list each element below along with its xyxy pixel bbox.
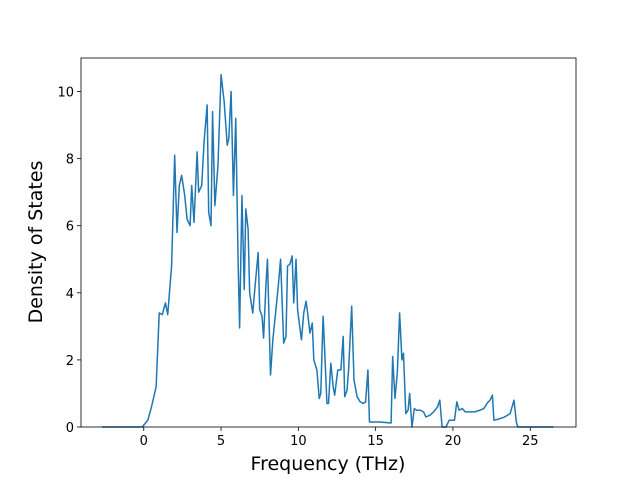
y-axis-label: Density of States	[25, 161, 47, 324]
x-tick-label: 5	[217, 434, 225, 449]
y-tick-label: 10	[57, 86, 74, 101]
x-tick-label: 0	[140, 434, 148, 449]
y-tick-label: 6	[66, 220, 74, 235]
y-tick-label: 8	[66, 153, 74, 168]
y-tick-label: 2	[66, 354, 74, 369]
y-tick-label: 4	[66, 287, 74, 302]
y-tick-label: 0	[66, 421, 74, 436]
x-tick-label: 15	[367, 434, 384, 449]
x-tick-label: 10	[290, 434, 307, 449]
x-tick-label: 25	[522, 434, 539, 449]
x-axis-label: Frequency (THz)	[251, 453, 406, 475]
plot-frame	[80, 57, 577, 428]
x-tick-label: 20	[445, 434, 462, 449]
